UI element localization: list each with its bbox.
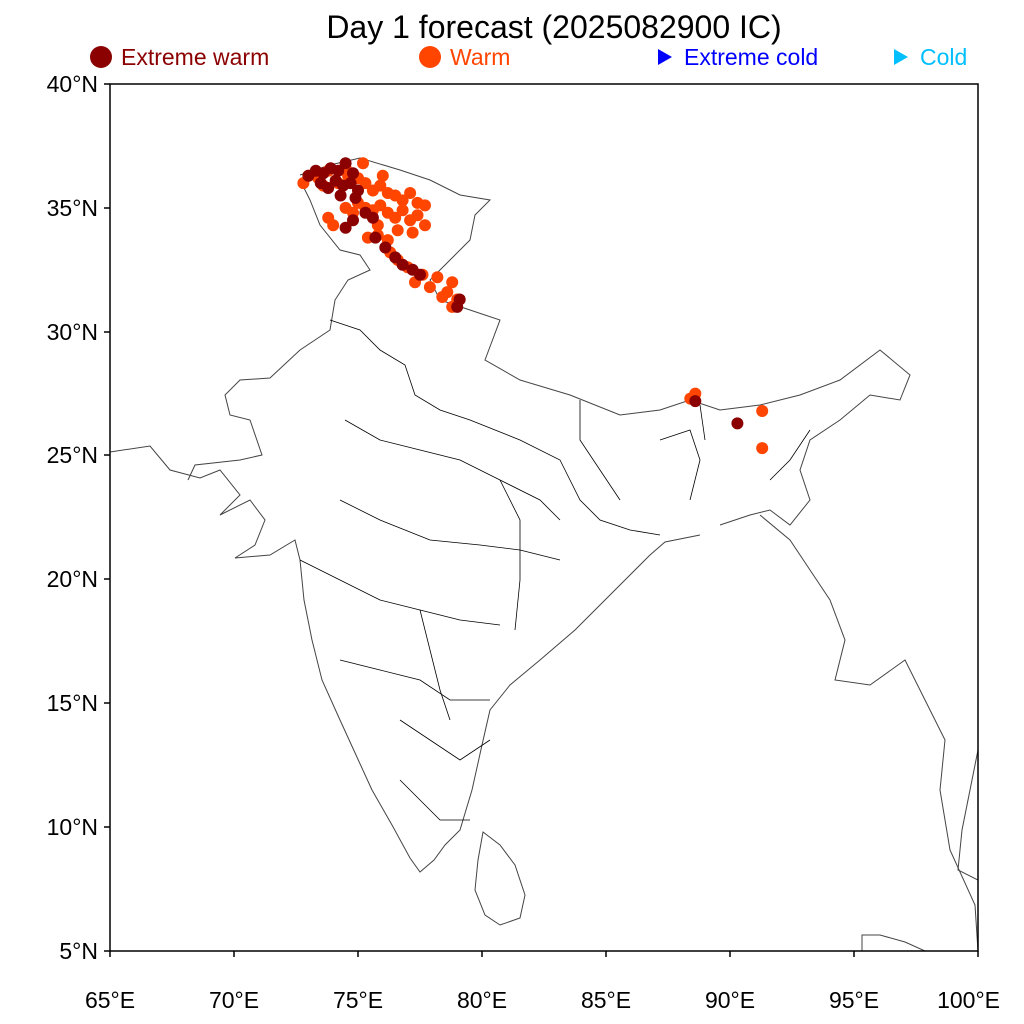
extreme-warm-marker — [322, 182, 335, 194]
x-tick-label: 100°E — [937, 987, 1000, 1013]
y-tick-label: 10°N — [47, 814, 98, 840]
y-tick-label: 20°N — [47, 566, 98, 592]
warm-marker — [446, 276, 459, 289]
legend-marker-cold-icon — [894, 49, 908, 65]
extreme-warm-marker — [349, 191, 362, 204]
extreme-warm-marker — [731, 417, 744, 430]
warm-marker — [396, 204, 409, 217]
warm-marker — [419, 199, 431, 212]
warm-marker — [404, 187, 417, 199]
warm-marker — [327, 219, 340, 232]
warm-marker — [406, 226, 419, 239]
coastline-east — [759, 514, 978, 951]
x-tick-label: 85°E — [581, 987, 631, 1013]
extreme-warm-marker — [366, 211, 379, 224]
coastline-west — [110, 445, 701, 873]
warm-marker — [419, 219, 431, 232]
y-tick-label: 40°N — [47, 71, 98, 97]
x-tick-label: 75°E — [333, 987, 383, 1013]
legend-marker-extreme-warm-icon — [90, 46, 112, 68]
warm-marker — [756, 442, 769, 455]
x-tick-label: 65°E — [85, 987, 135, 1013]
coastline-sri-lanka — [474, 831, 526, 926]
plot-frame — [109, 83, 979, 952]
warm-marker — [374, 199, 387, 212]
extreme-warm-marker — [347, 167, 359, 180]
extreme-warm-marker — [339, 157, 352, 170]
extreme-warm-marker — [414, 268, 426, 281]
extreme-warm-marker — [347, 214, 359, 227]
map-plot-area — [109, 83, 979, 952]
extreme-warm-marker — [369, 231, 382, 244]
warm-marker — [389, 211, 402, 224]
y-tick-label: 30°N — [47, 319, 98, 345]
legend-item-extreme-cold: Extreme cold — [658, 44, 818, 70]
extreme-warm-marker — [334, 189, 347, 202]
basemap — [110, 157, 978, 951]
x-tick-label: 70°E — [209, 987, 259, 1013]
extreme-warm-marker — [396, 258, 409, 271]
warm-marker — [396, 194, 409, 207]
extreme-warm-marker — [332, 164, 345, 177]
coastline-himalaya — [299, 157, 911, 526]
warm-marker — [436, 291, 449, 303]
warm-marker — [391, 224, 404, 237]
map-title: Day 1 forecast (2025082900 IC) — [326, 9, 781, 45]
legend-label-extreme-warm: Extreme warm — [121, 44, 269, 70]
warm-marker — [359, 177, 372, 190]
extreme-warm-marker — [453, 293, 466, 306]
state-boundaries — [299, 319, 811, 821]
extreme-warm-marker — [689, 395, 702, 408]
warm-marker — [411, 209, 424, 222]
extreme-warm-marker — [379, 241, 392, 254]
warm-marker — [376, 169, 389, 182]
warm-marker — [357, 157, 369, 170]
x-tick-label: 90°E — [705, 987, 755, 1013]
legend-label-warm: Warm — [450, 44, 510, 70]
warm-marker — [431, 271, 444, 284]
coastline-malay — [957, 749, 978, 881]
legend-label-extreme-cold: Extreme cold — [684, 44, 818, 70]
x-axis-longitude: 65°E 70°E 75°E 80°E 85°E 90°E 95°E 100°E — [85, 951, 1000, 1013]
x-tick-label: 80°E — [457, 987, 507, 1013]
legend-marker-warm-icon — [419, 46, 441, 68]
warm-marker — [756, 405, 769, 417]
extreme-warm-marker — [339, 221, 352, 234]
legend-label-cold: Cold — [920, 44, 967, 70]
coastline-southeast — [861, 934, 926, 951]
y-tick-label: 15°N — [47, 690, 98, 716]
extreme-warm-marker — [389, 251, 402, 264]
coastline-pakistan-border — [187, 179, 371, 481]
extreme-warm-marker — [344, 177, 357, 190]
legend-item-cold: Cold — [894, 44, 967, 70]
legend: Extreme warm Warm Extreme cold Cold — [90, 44, 967, 70]
y-tick-label: 5°N — [59, 938, 98, 964]
y-tick-label: 25°N — [47, 442, 98, 468]
y-tick-label: 35°N — [47, 195, 98, 221]
legend-item-warm: Warm — [419, 44, 510, 70]
y-axis-latitude: 40°N 35°N 30°N 25°N 20°N 15°N 10°N 5°N — [47, 71, 110, 964]
x-tick-label: 95°E — [829, 987, 879, 1013]
warm-marker — [374, 179, 387, 192]
warm-marker — [423, 281, 436, 294]
station-markers — [297, 157, 769, 455]
legend-marker-extreme-cold-icon — [658, 49, 672, 65]
legend-item-extreme-warm: Extreme warm — [90, 44, 269, 70]
